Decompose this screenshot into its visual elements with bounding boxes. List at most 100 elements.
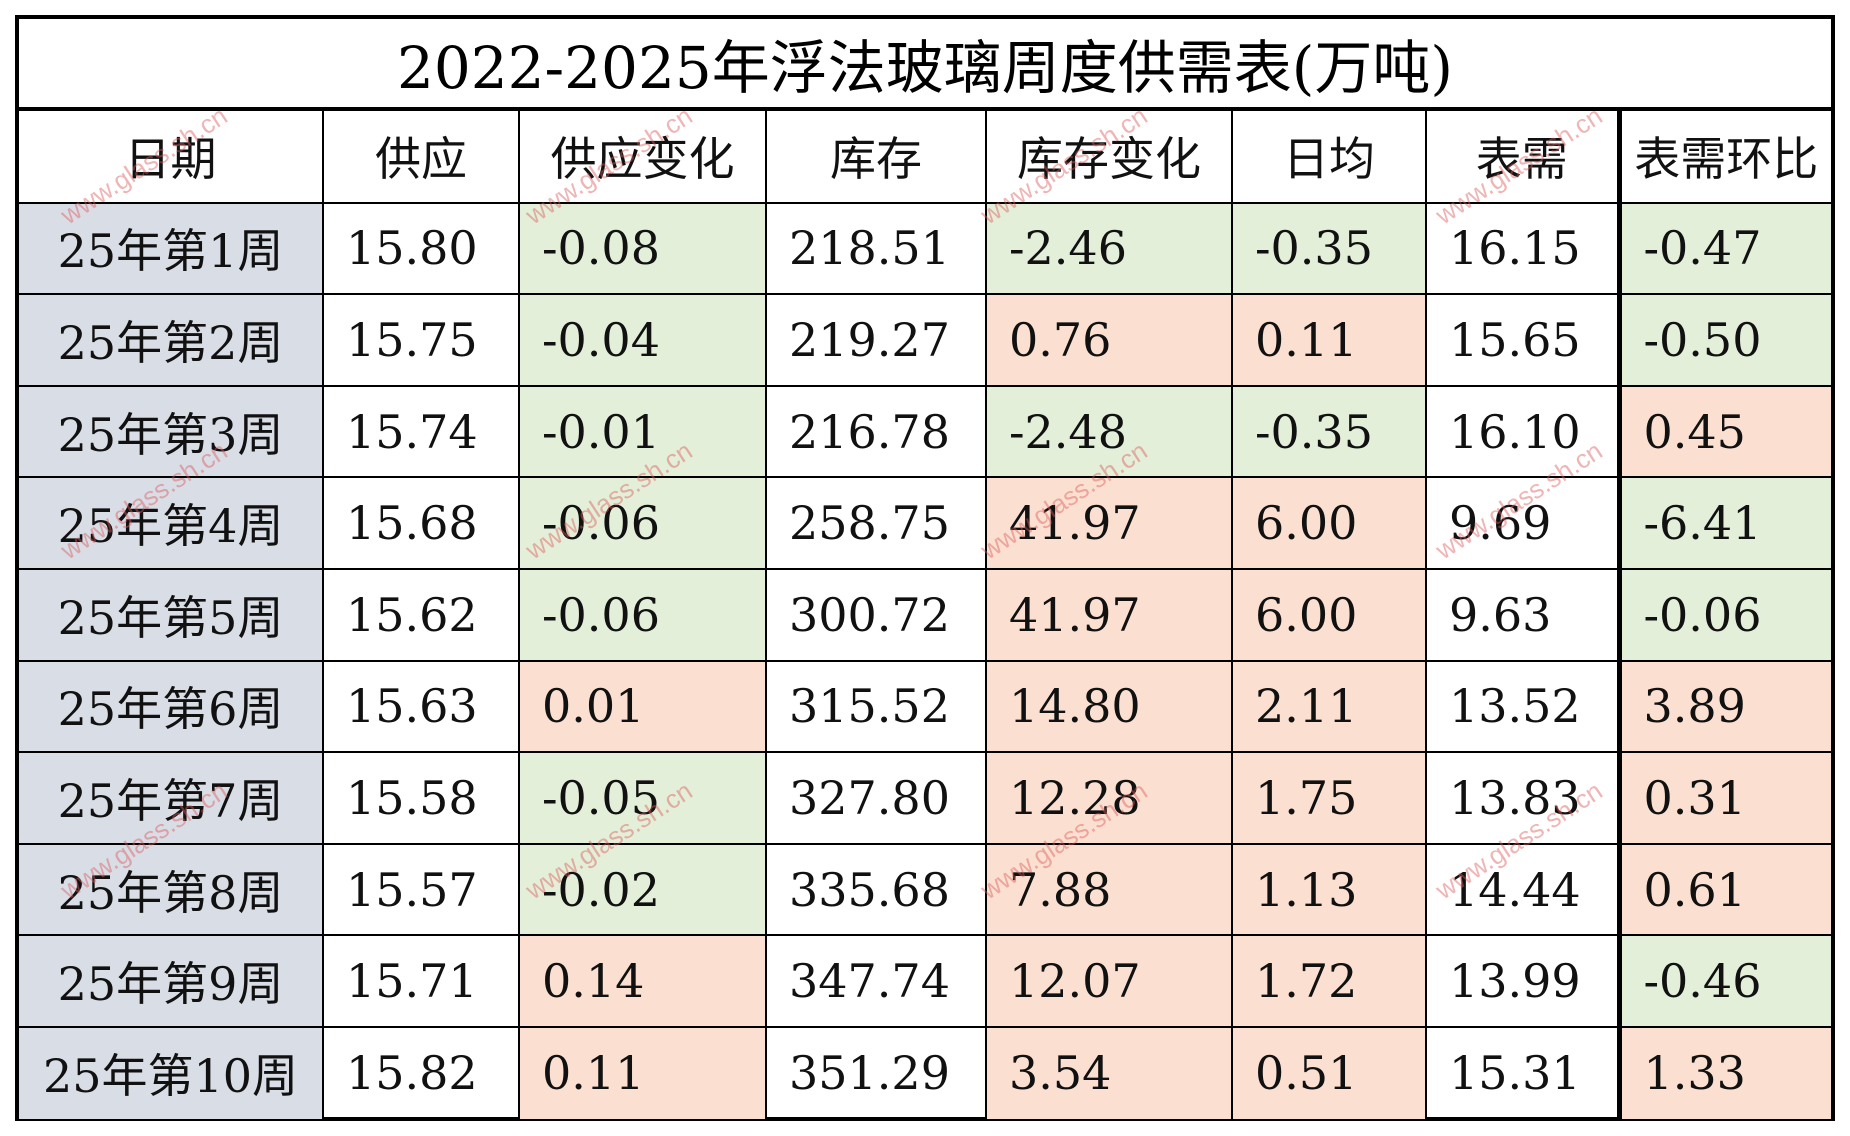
supply-change-cell: -0.01 bbox=[518, 384, 767, 479]
date-cell: 25年第8周 bbox=[19, 842, 324, 937]
header-apparent-demand: 表需 bbox=[1425, 111, 1620, 204]
inventory-change-cell: -2.46 bbox=[985, 201, 1233, 296]
apparent-demand-cell: 16.10 bbox=[1425, 384, 1620, 479]
table-row: 25年第4周 15.68 -0.06 258.75 41.97 6.00 9.69 -6.41 bbox=[19, 476, 1831, 570]
daily-avg-cell: 0.11 bbox=[1231, 293, 1427, 387]
inventory-cell: 258.75 bbox=[765, 476, 987, 570]
table-row: 25年第6周 15.63 0.01 315.52 14.80 2.11 13.52 3.89 bbox=[19, 659, 1831, 754]
apparent-demand-cell: 13.99 bbox=[1425, 934, 1620, 1028]
inventory-cell: 335.68 bbox=[765, 842, 987, 937]
daily-avg-cell: 2.11 bbox=[1231, 659, 1427, 754]
supply-change-cell: -0.06 bbox=[518, 567, 767, 662]
supply-change-cell: -0.02 bbox=[518, 842, 767, 937]
supply-demand-table: 2022-2025年浮法玻璃周度供需表(万吨) 日期 供应 供应变化 库存 库存… bbox=[15, 15, 1835, 1121]
inventory-change-cell: 41.97 bbox=[985, 567, 1233, 662]
inventory-change-cell: 7.88 bbox=[985, 842, 1233, 937]
header-date: 日期 bbox=[19, 111, 324, 204]
apparent-demand-cell: 9.69 bbox=[1425, 476, 1620, 570]
inventory-cell: 300.72 bbox=[765, 567, 987, 662]
demand-mom-cell: 0.45 bbox=[1616, 384, 1831, 479]
date-cell: 25年第7周 bbox=[19, 751, 324, 845]
supply-cell: 15.57 bbox=[322, 842, 520, 937]
inventory-cell: 219.27 bbox=[765, 293, 987, 387]
supply-change-cell: -0.06 bbox=[518, 476, 767, 570]
supply-cell: 15.58 bbox=[322, 751, 520, 845]
inventory-change-cell: -2.48 bbox=[985, 384, 1233, 479]
date-cell: 25年第2周 bbox=[19, 293, 324, 387]
date-cell: 25年第9周 bbox=[19, 934, 324, 1028]
table-row: 25年第9周 15.71 0.14 347.74 12.07 1.72 13.99 -0.46 bbox=[19, 934, 1831, 1028]
inventory-change-cell: 12.28 bbox=[985, 751, 1233, 845]
date-cell: 25年第10周 bbox=[19, 1025, 324, 1119]
date-cell: 25年第4周 bbox=[19, 476, 324, 570]
daily-avg-cell: 6.00 bbox=[1231, 476, 1427, 570]
header-supply-change: 供应变化 bbox=[518, 111, 767, 204]
inventory-change-cell: 12.07 bbox=[985, 934, 1233, 1028]
apparent-demand-cell: 16.15 bbox=[1425, 201, 1620, 296]
supply-change-cell: 0.14 bbox=[518, 934, 767, 1028]
inventory-cell: 216.78 bbox=[765, 384, 987, 479]
date-cell: 25年第6周 bbox=[19, 659, 324, 754]
supply-change-cell: -0.08 bbox=[518, 201, 767, 296]
table-title: 2022-2025年浮法玻璃周度供需表(万吨) bbox=[19, 19, 1831, 111]
inventory-cell: 218.51 bbox=[765, 201, 987, 296]
date-cell: 25年第3周 bbox=[19, 384, 324, 479]
date-cell: 25年第5周 bbox=[19, 567, 324, 662]
demand-mom-cell: -0.50 bbox=[1616, 293, 1831, 387]
demand-mom-cell: -0.47 bbox=[1616, 201, 1831, 296]
supply-cell: 15.68 bbox=[322, 476, 520, 570]
apparent-demand-cell: 13.83 bbox=[1425, 751, 1620, 845]
demand-mom-cell: 0.31 bbox=[1616, 751, 1831, 845]
daily-avg-cell: -0.35 bbox=[1231, 384, 1427, 479]
demand-mom-cell: -0.06 bbox=[1616, 567, 1831, 662]
supply-cell: 15.74 bbox=[322, 384, 520, 479]
table-row: 25年第3周 15.74 -0.01 216.78 -2.48 -0.35 16.10 0.4… bbox=[19, 384, 1831, 479]
supply-cell: 15.62 bbox=[322, 567, 520, 662]
apparent-demand-cell: 15.65 bbox=[1425, 293, 1620, 387]
header-supply: 供应 bbox=[322, 111, 520, 204]
header-daily-avg: 日均 bbox=[1231, 111, 1427, 204]
daily-avg-cell: 1.75 bbox=[1231, 751, 1427, 845]
supply-change-cell: 0.01 bbox=[518, 659, 767, 754]
header-row: 日期 供应 供应变化 库存 库存变化 日均 表需 表需环比 bbox=[19, 111, 1831, 204]
header-demand-mom: 表需环比 bbox=[1616, 111, 1831, 204]
table-row: 25年第2周 15.75 -0.04 219.27 0.76 0.11 15.65 -0.50 bbox=[19, 293, 1831, 387]
table-row: 25年第8周 15.57 -0.02 335.68 7.88 1.13 14.44 0.61 bbox=[19, 842, 1831, 937]
header-inventory-change: 库存变化 bbox=[985, 111, 1233, 204]
header-inventory: 库存 bbox=[765, 111, 987, 204]
table-row: 25年第1周 15.80 -0.08 218.51 -2.46 -0.35 16.15 -0.… bbox=[19, 201, 1831, 296]
inventory-change-cell: 0.76 bbox=[985, 293, 1233, 387]
inventory-change-cell: 14.80 bbox=[985, 659, 1233, 754]
daily-avg-cell: -0.35 bbox=[1231, 201, 1427, 296]
demand-mom-cell: -6.41 bbox=[1616, 476, 1831, 570]
supply-cell: 15.63 bbox=[322, 659, 520, 754]
inventory-change-cell: 41.97 bbox=[985, 476, 1233, 570]
supply-change-cell: -0.04 bbox=[518, 293, 767, 387]
table-row: 25年第10周 15.82 0.11 351.29 3.54 0.51 15.31 1.33 bbox=[19, 1025, 1831, 1119]
table-body: 25年第1周 15.80 -0.08 218.51 -2.46 -0.35 16.15 -0.… bbox=[19, 201, 1831, 1119]
demand-mom-cell: 0.61 bbox=[1616, 842, 1831, 937]
apparent-demand-cell: 14.44 bbox=[1425, 842, 1620, 937]
daily-avg-cell: 1.72 bbox=[1231, 934, 1427, 1028]
demand-mom-cell: -0.46 bbox=[1616, 934, 1831, 1028]
daily-avg-cell: 1.13 bbox=[1231, 842, 1427, 937]
supply-cell: 15.75 bbox=[322, 293, 520, 387]
table-row: 25年第5周 15.62 -0.06 300.72 41.97 6.00 9.63 -0.06 bbox=[19, 567, 1831, 662]
supply-change-cell: -0.05 bbox=[518, 751, 767, 845]
demand-mom-cell: 3.89 bbox=[1616, 659, 1831, 754]
inventory-cell: 327.80 bbox=[765, 751, 987, 845]
apparent-demand-cell: 13.52 bbox=[1425, 659, 1620, 754]
supply-change-cell: 0.11 bbox=[518, 1025, 767, 1119]
apparent-demand-cell: 15.31 bbox=[1425, 1025, 1620, 1119]
inventory-cell: 315.52 bbox=[765, 659, 987, 754]
inventory-cell: 351.29 bbox=[765, 1025, 987, 1119]
daily-avg-cell: 0.51 bbox=[1231, 1025, 1427, 1119]
demand-mom-cell: 1.33 bbox=[1616, 1025, 1831, 1119]
inventory-cell: 347.74 bbox=[765, 934, 987, 1028]
supply-cell: 15.71 bbox=[322, 934, 520, 1028]
table-row: 25年第7周 15.58 -0.05 327.80 12.28 1.75 13.83 0.31 bbox=[19, 751, 1831, 845]
data-grid: 日期 供应 供应变化 库存 库存变化 日均 表需 表需环比 25年第1周 15.8… bbox=[19, 111, 1831, 1119]
apparent-demand-cell: 9.63 bbox=[1425, 567, 1620, 662]
supply-cell: 15.80 bbox=[322, 201, 520, 296]
supply-cell: 15.82 bbox=[322, 1025, 520, 1119]
